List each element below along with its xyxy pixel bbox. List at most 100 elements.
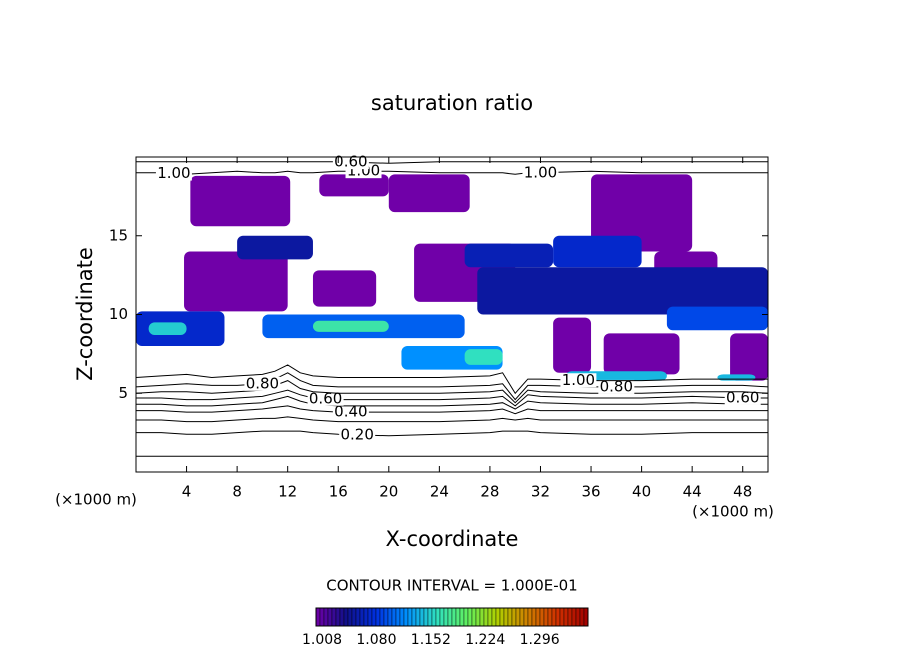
shaded-region: [148, 322, 187, 335]
colorbar-cell: [475, 607, 481, 627]
y-tick-label: 5: [118, 384, 128, 402]
x-tick-label: 32: [531, 483, 550, 501]
shaded-region: [477, 267, 768, 315]
contour-line: [136, 430, 768, 437]
x-tick-label: 40: [632, 483, 651, 501]
colorbar-cell: [535, 607, 541, 627]
colorbar-cell: [427, 607, 433, 627]
colorbar-cell: [551, 607, 557, 627]
colorbar-cell: [387, 607, 393, 627]
colorbar-cell: [555, 607, 561, 627]
label-bg: [598, 379, 635, 394]
colorbar-cell: [355, 607, 361, 627]
contour-line: [136, 405, 768, 415]
contour-line: [136, 416, 768, 423]
colorbar-cell: [575, 607, 581, 627]
x-tick-label: 44: [683, 483, 702, 501]
colorbar-cell: [423, 607, 429, 627]
colorbar-cell: [515, 607, 521, 627]
colorbar-cell: [531, 607, 537, 627]
shaded-region: [319, 174, 389, 197]
colorbar-cell: [371, 607, 377, 627]
colorbar-cell: [471, 607, 477, 627]
x-tick-label: 4: [182, 483, 192, 501]
colorbar-cell: [367, 607, 373, 627]
x-tick-label: 16: [329, 483, 348, 501]
colorbar-cell: [375, 607, 381, 627]
contour-label: 0.60: [309, 389, 342, 407]
x-tick-label: 36: [581, 483, 600, 501]
contour-label: 0.80: [246, 374, 279, 392]
colorbar-cell: [323, 607, 329, 627]
x-tick-label: 12: [278, 483, 297, 501]
colorbar-cell: [459, 607, 465, 627]
chart-title: saturation ratio: [371, 91, 533, 115]
label-bg: [332, 405, 369, 420]
colorbar-cell: [327, 607, 333, 627]
colorbar-cell: [507, 607, 513, 627]
colorbar-tick-label: 1.080: [356, 632, 396, 648]
colorbar-cell: [363, 607, 369, 627]
shaded-region: [591, 174, 693, 252]
colorbar-tick-label: 1.008: [302, 632, 342, 648]
colorbar-cell: [467, 607, 473, 627]
contour-line: [136, 395, 768, 410]
contour-label: 0.60: [334, 153, 367, 171]
colorbar-cell: [343, 607, 349, 627]
colorbar-cell: [543, 607, 549, 627]
x-tick-label: 48: [733, 483, 752, 501]
label-bg: [560, 373, 597, 388]
colorbar-cell: [479, 607, 485, 627]
colorbar-cell: [447, 607, 453, 627]
colorbar-cell: [571, 607, 577, 627]
colorbar-cell: [339, 607, 345, 627]
x-axis-label: X-coordinate: [386, 527, 519, 551]
colorbar-frame: [315, 607, 589, 627]
shaded-region: [717, 374, 756, 381]
colorbar-cell: [319, 607, 325, 627]
x-unit: (×1000 m): [692, 503, 774, 521]
contour-label: 0.80: [600, 377, 633, 395]
colorbar-cell: [435, 607, 441, 627]
colorbar-cell: [415, 607, 421, 627]
colorbar-cell: [395, 607, 401, 627]
x-tick-label: 20: [379, 483, 398, 501]
colorbar-cell: [563, 607, 569, 627]
colorbar-cell: [403, 607, 409, 627]
shaded-region: [388, 174, 470, 213]
colorbar-cell: [407, 607, 413, 627]
colorbar-cell: [399, 607, 405, 627]
shaded-region: [666, 306, 768, 331]
colorbar-cell: [331, 607, 337, 627]
shaded-region: [603, 333, 680, 375]
colorbar-cell: [411, 607, 417, 627]
shaded-region: [312, 270, 377, 307]
label-bg: [522, 165, 559, 180]
colorbar-cell: [383, 607, 389, 627]
colorbar-cell: [419, 607, 425, 627]
colorbar-cell: [463, 607, 469, 627]
x-tick-label: 8: [232, 483, 242, 501]
colorbar-cell: [547, 607, 553, 627]
contour-label: 1.00: [524, 163, 557, 181]
contour-label: 0.40: [334, 403, 367, 421]
colorbar-cell: [391, 607, 397, 627]
colorbar-cell: [519, 607, 525, 627]
shaded-region: [312, 320, 389, 332]
colorbar-cell: [495, 607, 501, 627]
shaded-region: [190, 175, 291, 227]
label-bg: [244, 376, 281, 391]
contour-line: [135, 364, 768, 395]
colorbar-tick-label: 1.296: [520, 632, 560, 648]
colorbar-cell: [335, 607, 341, 627]
colorbar-cell: [567, 607, 573, 627]
label-bg: [339, 427, 376, 442]
colorbar-cell: [487, 607, 493, 627]
shaded-region: [237, 235, 313, 260]
colorbar-cell: [503, 607, 509, 627]
contour-line: [136, 170, 768, 175]
colorbar-cell: [491, 607, 497, 627]
contour-label: 1.00: [562, 371, 595, 389]
colorbar-cell: [379, 607, 385, 627]
